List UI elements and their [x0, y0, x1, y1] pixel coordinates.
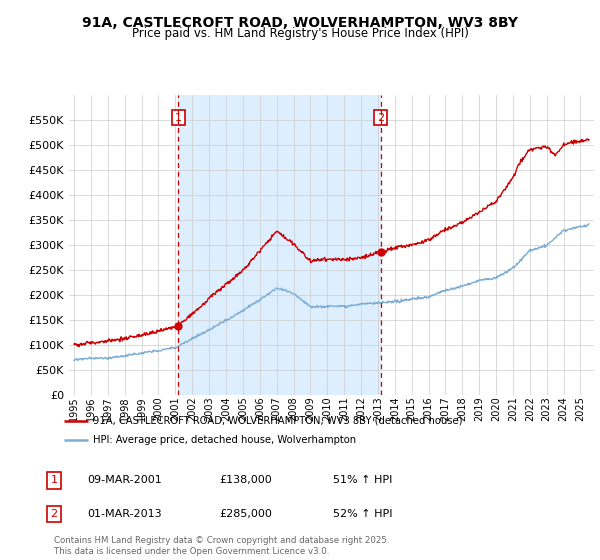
Text: 91A, CASTLECROFT ROAD, WOLVERHAMPTON, WV3 8BY (detached house): 91A, CASTLECROFT ROAD, WOLVERHAMPTON, WV… — [93, 416, 463, 426]
Text: HPI: Average price, detached house, Wolverhampton: HPI: Average price, detached house, Wolv… — [93, 435, 356, 445]
Text: 09-MAR-2001: 09-MAR-2001 — [87, 475, 162, 486]
Bar — [178, 95, 380, 395]
Text: 2: 2 — [377, 113, 384, 123]
Text: 2: 2 — [50, 509, 58, 519]
Text: Price paid vs. HM Land Registry's House Price Index (HPI): Price paid vs. HM Land Registry's House … — [131, 27, 469, 40]
Text: 91A, CASTLECROFT ROAD, WOLVERHAMPTON, WV3 8BY: 91A, CASTLECROFT ROAD, WOLVERHAMPTON, WV… — [82, 16, 518, 30]
Text: £285,000: £285,000 — [219, 509, 272, 519]
Text: Contains HM Land Registry data © Crown copyright and database right 2025.
This d: Contains HM Land Registry data © Crown c… — [54, 536, 389, 556]
Text: 52% ↑ HPI: 52% ↑ HPI — [333, 509, 392, 519]
Text: 01-MAR-2013: 01-MAR-2013 — [87, 509, 161, 519]
Text: 1: 1 — [50, 475, 58, 486]
Text: 1: 1 — [175, 113, 182, 123]
Text: £138,000: £138,000 — [219, 475, 272, 486]
Text: 51% ↑ HPI: 51% ↑ HPI — [333, 475, 392, 486]
